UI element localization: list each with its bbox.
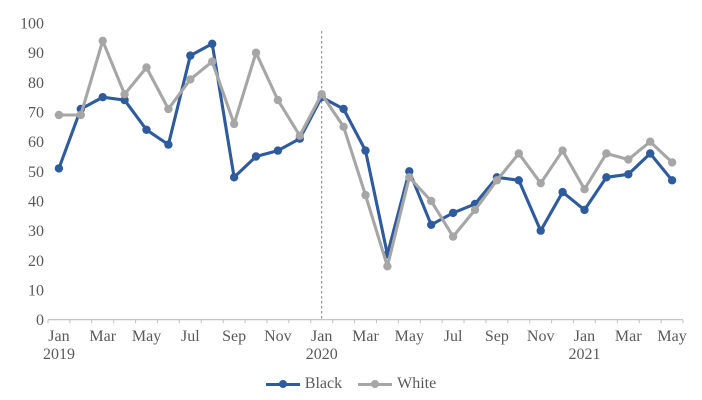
series-black-marker — [142, 125, 151, 134]
series-white-marker — [383, 262, 392, 271]
series-black-marker — [624, 170, 633, 179]
series-white-marker — [602, 149, 611, 158]
series-white-marker — [120, 90, 129, 99]
series-white-marker — [405, 173, 414, 182]
series-white-marker — [536, 179, 545, 188]
x-tick-label: Mar — [615, 328, 642, 345]
y-tick-label: 100 — [20, 16, 44, 33]
series-black-marker — [580, 205, 589, 215]
x-tick-label: Sep — [222, 328, 246, 345]
series-white-marker — [339, 122, 348, 131]
legend-marker-black-icon — [265, 379, 300, 389]
series-black-marker — [405, 167, 414, 176]
series-black-marker — [339, 104, 348, 114]
x-tick-label: May — [395, 328, 424, 345]
x-tick-label: Mar — [89, 328, 116, 345]
x-tick-label: May — [132, 328, 161, 345]
series-white-marker — [76, 110, 86, 120]
legend-item-white: White — [358, 376, 436, 392]
series-black-marker — [602, 173, 611, 182]
series-white — [54, 36, 677, 271]
series-white-marker — [492, 176, 502, 185]
series-white-marker — [667, 158, 677, 167]
series-black-marker — [646, 149, 655, 158]
series-white-marker — [295, 131, 304, 140]
series-white-marker — [273, 95, 283, 105]
y-tick-label: 20 — [28, 253, 44, 270]
series-black-marker — [54, 164, 64, 173]
y-tick-label: 60 — [28, 134, 44, 151]
series-white-marker — [98, 36, 107, 45]
series-black-marker — [536, 226, 545, 235]
x-tick-label: Sep — [485, 328, 509, 345]
x-year-label: 2020 — [306, 346, 338, 363]
series-white-marker — [186, 75, 195, 84]
series-black-marker — [448, 208, 458, 218]
x-tick-label: Mar — [352, 328, 379, 345]
series-white-marker — [470, 205, 480, 215]
legend-item-black: Black — [265, 375, 343, 392]
series-black-marker — [208, 39, 217, 48]
x-axis — [47, 319, 684, 324]
series-white-marker — [580, 185, 589, 194]
series-black-marker — [514, 176, 523, 185]
series-white-marker — [54, 110, 64, 120]
series-white-marker — [361, 190, 370, 200]
series-black-marker — [229, 173, 239, 182]
series-white-marker — [624, 155, 633, 164]
legend-label-black: Black — [304, 375, 343, 392]
series-black-marker — [273, 146, 283, 155]
x-tick-label: Jan — [574, 328, 595, 345]
x-tick-label: Jul — [444, 328, 463, 345]
x-year-label: 2021 — [568, 346, 600, 363]
series-white-marker — [142, 63, 151, 72]
y-tick-label: 0 — [36, 312, 44, 329]
x-tick-label: Jul — [181, 328, 200, 345]
series-black-marker — [120, 95, 129, 105]
x-tick-label: Nov — [264, 328, 292, 345]
x-tick-label: Jan — [311, 328, 332, 345]
x-tick-label: Nov — [527, 328, 555, 345]
series-white-marker — [646, 137, 655, 146]
chart-legend: Black White — [0, 372, 702, 396]
series-black-marker — [98, 93, 107, 102]
y-tick-label: 30 — [28, 223, 44, 240]
x-year-label: 2019 — [43, 346, 75, 363]
series-white-marker — [317, 90, 326, 99]
series-black-marker — [186, 51, 195, 60]
y-tick-label: 40 — [28, 194, 44, 211]
series-white-marker — [229, 119, 239, 129]
series-white-marker — [427, 196, 436, 206]
x-tick-label: May — [657, 328, 686, 345]
y-tick-label: 10 — [28, 283, 44, 300]
series-black-marker — [427, 220, 436, 229]
legend-marker-white-icon — [358, 379, 393, 389]
legend-dot-black — [278, 380, 287, 388]
series-white-marker — [514, 149, 523, 158]
series-black-marker — [361, 146, 370, 155]
legend-dot-white — [371, 380, 380, 388]
y-tick-label: 50 — [28, 164, 44, 181]
series-white-marker — [251, 48, 261, 57]
series-black-marker — [164, 140, 173, 149]
y-tick-label: 70 — [28, 105, 44, 122]
series-black-marker — [251, 152, 261, 161]
series-white-marker — [208, 57, 217, 66]
series-white-marker — [164, 104, 173, 114]
x-tick-label: Jan — [48, 328, 69, 345]
series-white-marker — [448, 232, 458, 241]
y-axis-labels: 0 10 20 30 40 50 60 70 80 90 100 — [20, 16, 44, 330]
series-black — [54, 39, 677, 259]
legend-label-white: White — [397, 375, 437, 392]
y-tick-label: 80 — [28, 75, 44, 92]
series-white-marker — [558, 146, 567, 155]
y-tick-label: 90 — [28, 45, 44, 62]
series-black-marker — [558, 187, 567, 197]
series-black-marker — [667, 176, 677, 185]
